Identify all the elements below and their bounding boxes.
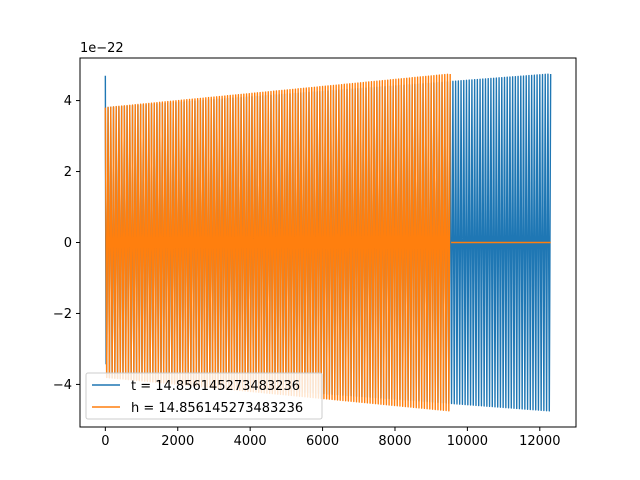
y-offset-label: 1e−22: [80, 41, 124, 56]
x-tick-label: 6000: [306, 434, 339, 449]
x-tick-label: 10000: [447, 434, 488, 449]
legend: t = 14.856145273483236 h = 14.8561452734…: [85, 372, 323, 420]
x-tick-label: 12000: [519, 434, 560, 449]
legend-label-h: h = 14.856145273483236: [131, 401, 303, 416]
x-tick-label: 2000: [161, 434, 194, 449]
y-tick-label: 2: [64, 165, 72, 180]
y-tick-label: −4: [53, 378, 72, 393]
y-tick-label: 0: [64, 236, 72, 251]
y-tick-label: 4: [64, 94, 72, 109]
x-tick-label: 0: [101, 434, 109, 449]
y-tick-label: −2: [53, 307, 72, 322]
x-tick-label: 8000: [378, 434, 411, 449]
x-tick-label: 4000: [234, 434, 267, 449]
legend-frame: [85, 372, 323, 420]
legend-label-t: t = 14.856145273483236: [131, 379, 300, 394]
